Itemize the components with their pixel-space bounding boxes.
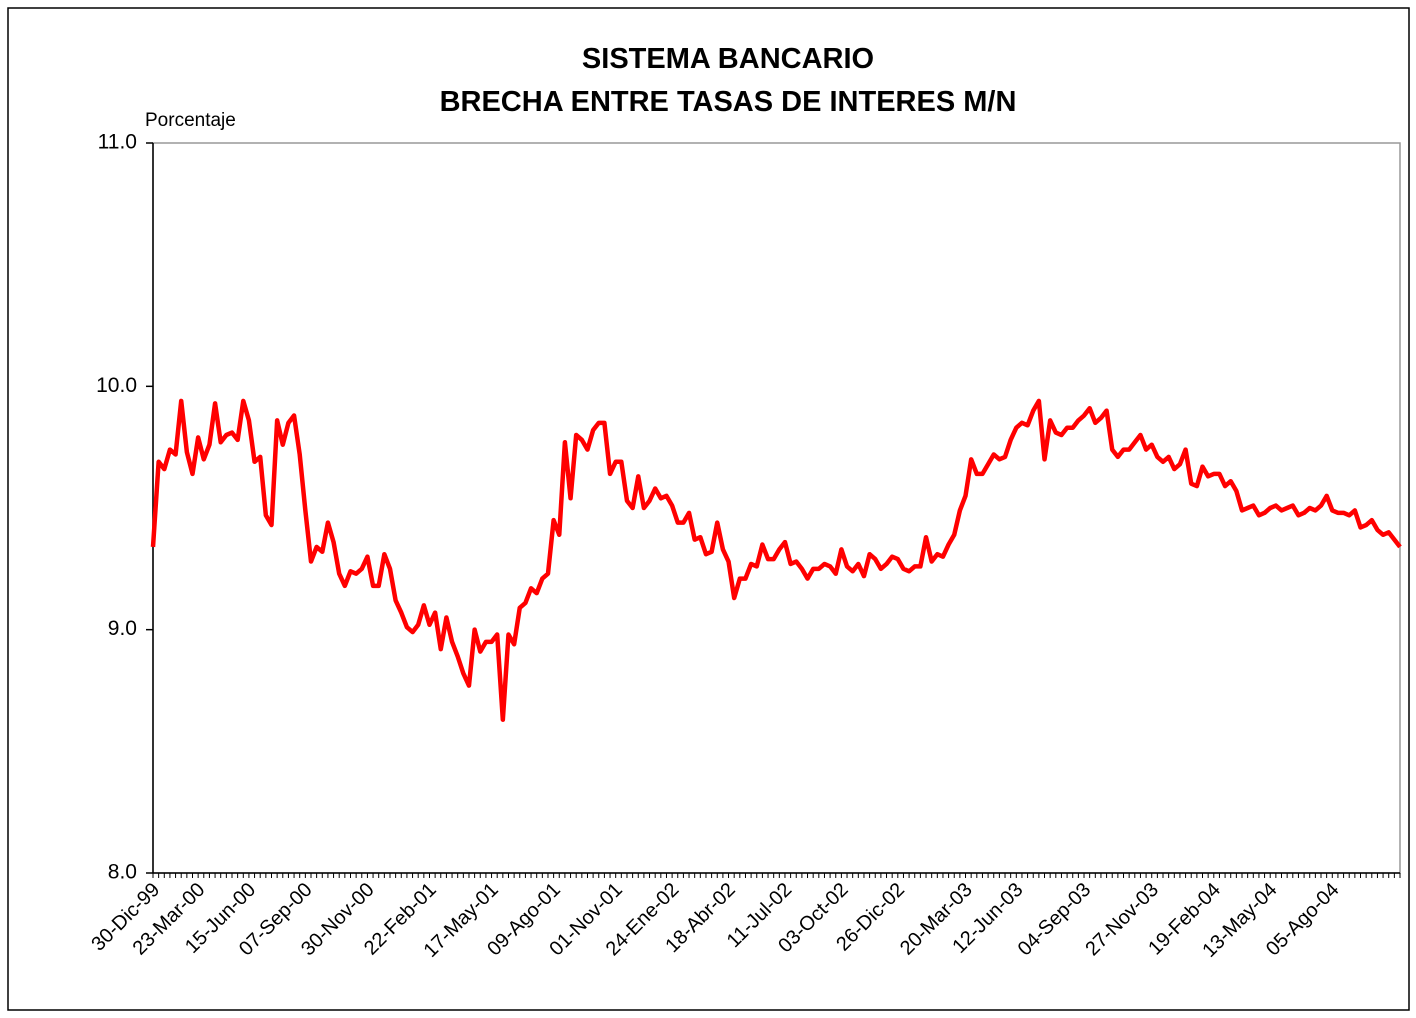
y-tick-label: 9.0 [108,617,137,640]
y-tick-label: 11.0 [98,131,137,154]
data-line [150,398,1402,722]
chart-subtitle: BRECHA ENTRE TASAS DE INTERES M/N [440,86,1017,118]
y-tick-label: 8.0 [108,861,137,884]
chart-frame [7,7,1410,1011]
chart-title: SISTEMA BANCARIO [582,43,874,75]
y-tick-label: 10.0 [96,374,137,397]
y-axis-label: Porcentaje [145,110,236,131]
